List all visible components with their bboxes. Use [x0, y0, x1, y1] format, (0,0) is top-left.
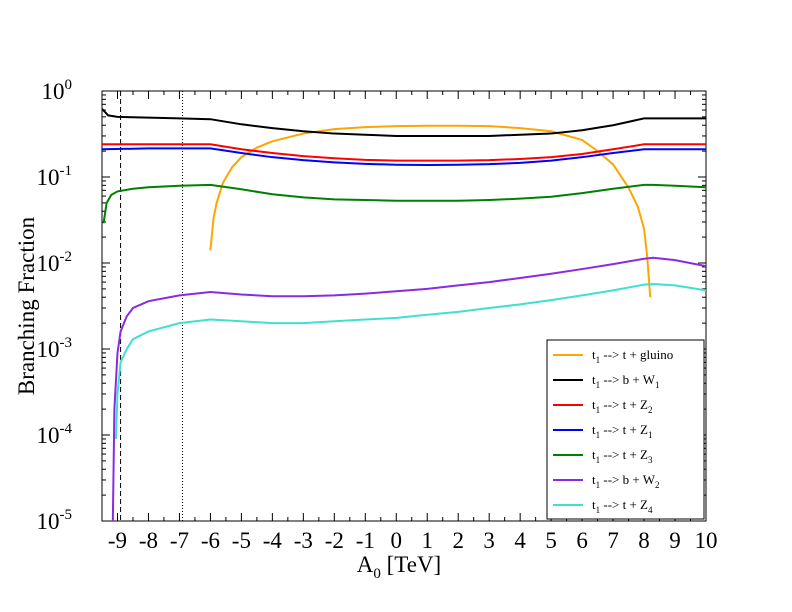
x-tick-label: -5 [232, 528, 251, 553]
legend-label: t1 --> t + gluino [592, 347, 673, 365]
y-tick-label: 10-5 [37, 507, 73, 534]
series-line-5 [102, 183, 706, 224]
y-tick-label: 10-1 [37, 163, 73, 190]
x-tick-label: 6 [576, 528, 588, 553]
x-tick-label: -9 [108, 528, 127, 553]
x-tick-label: 5 [545, 528, 557, 553]
x-tick-label: -3 [294, 528, 313, 553]
y-tick-label: 100 [42, 77, 73, 104]
x-tick-label: -6 [201, 528, 220, 553]
series-line-7 [114, 282, 706, 439]
legend-label: t1 --> b + W1 [592, 372, 659, 390]
x-tick-label: -2 [325, 528, 344, 553]
x-tick-label: 1 [421, 528, 433, 553]
x-tick-label: -7 [170, 528, 189, 553]
x-tick-label: 2 [452, 528, 464, 553]
x-tick-label: 10 [695, 528, 718, 553]
plot-frame [101, 90, 707, 522]
series-line-6 [111, 256, 706, 521]
x-tick-label: -1 [356, 528, 375, 553]
legend: t1 --> t + gluino t1 --> b + W1 t1 --> t +… [546, 339, 705, 520]
y-axis-title: Branching Fraction [14, 216, 39, 395]
x-tick-label: 9 [669, 528, 681, 553]
series-lines [102, 108, 706, 521]
x-axis-title: A0 [TeV] [357, 552, 441, 582]
y-tick-label: 10-2 [37, 249, 73, 276]
x-tick-label: 8 [638, 528, 650, 553]
y-tick-label: 10-4 [37, 421, 73, 448]
x-tick-label: 3 [483, 528, 495, 553]
x-tick-label: 4 [514, 528, 526, 553]
x-tick-label: 0 [391, 528, 403, 553]
x-tick-label: -8 [139, 528, 158, 553]
y-tick-labels: 10-5 10-4 10-3 10-2 10-1 100 [37, 77, 73, 534]
legend-label: t1 --> b + W2 [592, 472, 659, 490]
reference-lines [120, 91, 184, 521]
legend-label: t1 --> t + Z4 [592, 497, 653, 515]
legend-label: t1 --> t + Z3 [592, 447, 653, 465]
series-line-4 [102, 147, 706, 166]
y-tick-label: 10-3 [37, 335, 73, 362]
series-line-3 [102, 143, 706, 162]
x-tick-labels: -9 -8 -7 -6 -5 -4 -3 -2 -1 0 1 2 3 4 5 6 7 8 9 10 [108, 528, 718, 553]
x-tick-label: 7 [607, 528, 619, 553]
series-line-2 [102, 108, 706, 137]
legend-label: t1 --> t + Z1 [592, 422, 653, 440]
x-tick-label: -4 [263, 528, 283, 553]
series-line-1 [209, 124, 652, 298]
legend-label: t1 --> t + Z2 [592, 397, 653, 415]
